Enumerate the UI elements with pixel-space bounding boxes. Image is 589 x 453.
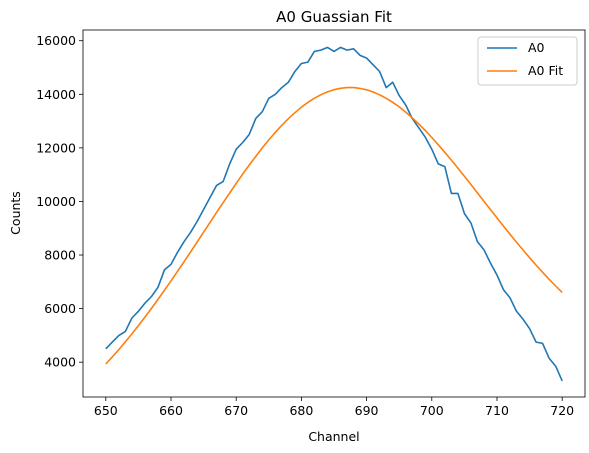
series-line-a0-fit xyxy=(105,86,563,365)
y-tick-label: 12000 xyxy=(36,140,76,155)
y-tick-label: 4000 xyxy=(44,355,76,370)
y-tick-label: 8000 xyxy=(44,248,76,263)
legend-label-a0-fit: A0 Fit xyxy=(528,63,563,78)
y-tick-label: 14000 xyxy=(36,87,76,102)
legend-box xyxy=(477,36,578,86)
y-axis-label: Counts xyxy=(8,191,23,235)
legend: A0 A0 Fit xyxy=(477,36,578,86)
x-tick-label: 680 xyxy=(289,403,313,418)
chart-title: A0 Guassian Fit xyxy=(276,8,392,26)
x-tick-label: 670 xyxy=(224,403,248,418)
x-tick-label: 650 xyxy=(94,403,118,418)
x-axis: 650 660 670 680 690 700 710 720 xyxy=(94,397,574,418)
series-layer xyxy=(105,46,563,382)
y-axis: 4000 6000 8000 10000 12000 14000 16000 xyxy=(36,33,83,370)
x-tick-label: 660 xyxy=(159,403,183,418)
legend-label-a0: A0 xyxy=(528,40,545,55)
y-tick-label: 16000 xyxy=(36,33,76,48)
x-tick-label: 720 xyxy=(550,403,574,418)
plot-area xyxy=(83,30,585,397)
x-tick-label: 690 xyxy=(355,403,379,418)
x-axis-label: Channel xyxy=(308,429,359,444)
x-tick-label: 700 xyxy=(420,403,444,418)
plot-frame xyxy=(82,29,586,398)
y-tick-label: 10000 xyxy=(36,194,76,209)
y-tick-label: 6000 xyxy=(44,301,76,316)
x-tick-label: 710 xyxy=(485,403,509,418)
series-line-a0 xyxy=(105,46,563,382)
